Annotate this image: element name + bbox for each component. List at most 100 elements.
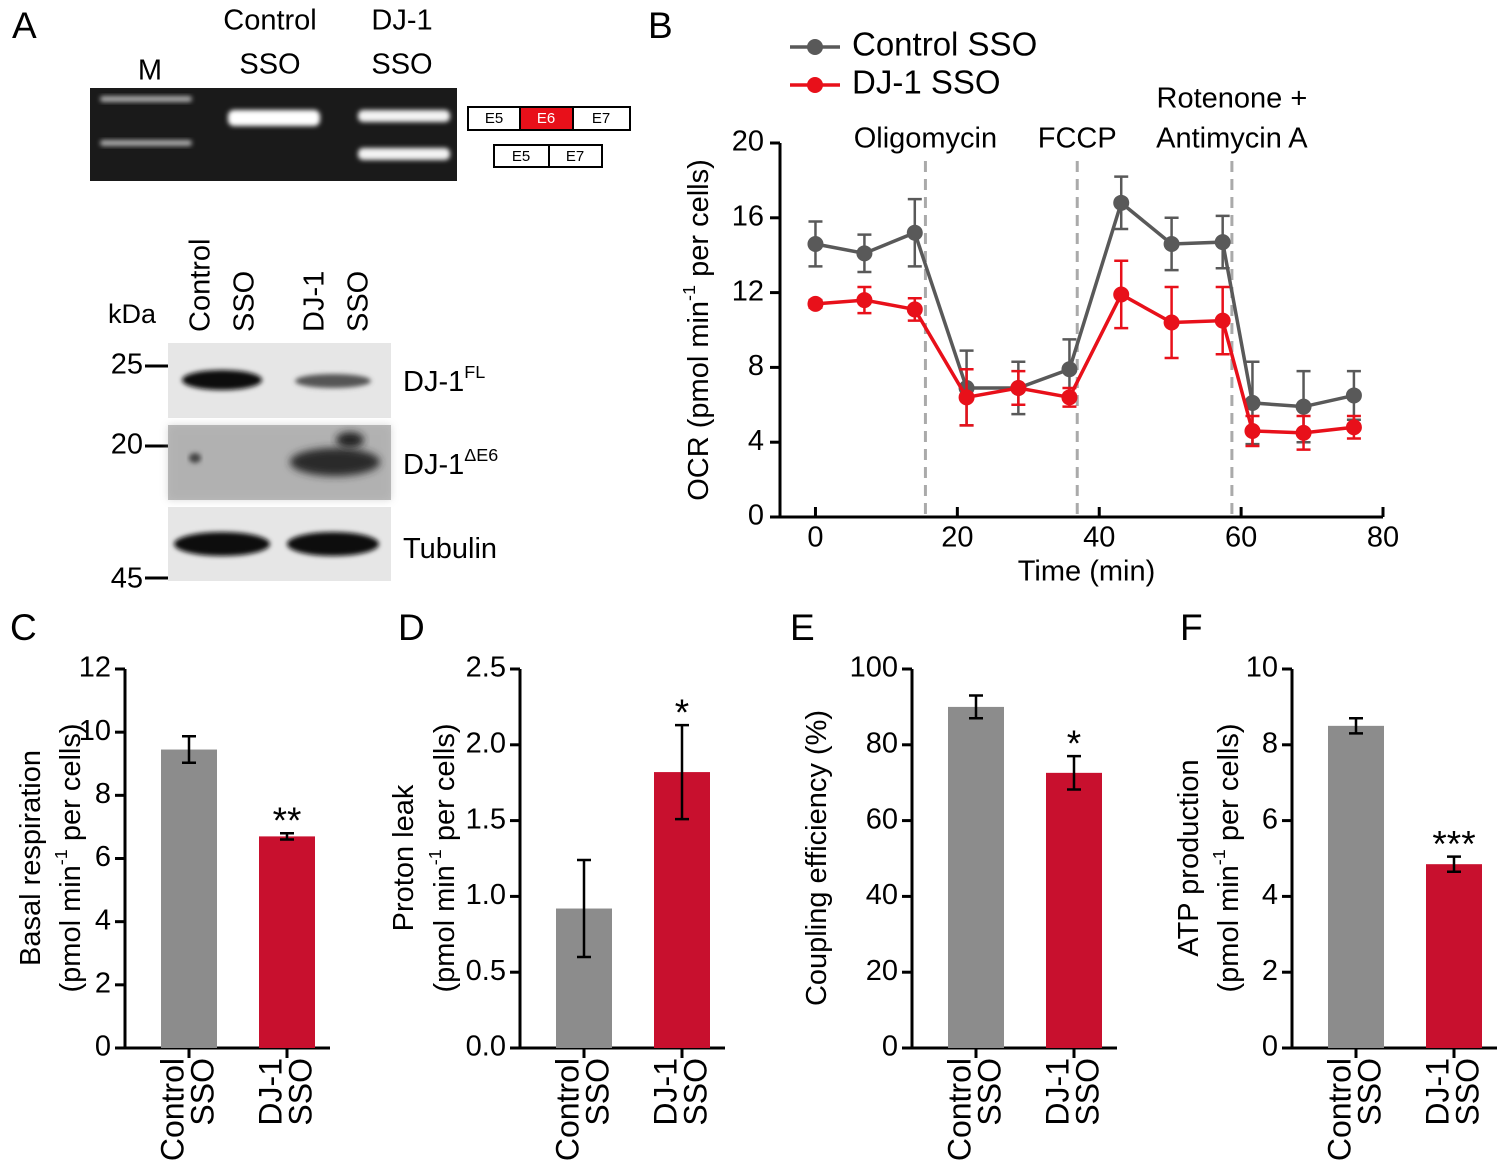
y-tick-label: 16 [732,200,764,232]
marker-label: 45 [111,563,143,595]
y-tick-label: 4 [1262,879,1278,911]
y-axis-label-part: per cells) [683,159,715,285]
bar [161,749,217,1048]
lane-label: Control [223,5,317,37]
data-point [1010,379,1027,396]
panel-letter: B [648,5,673,46]
y-tick-label: 4 [95,904,111,936]
bar [1046,772,1102,1048]
y-tick-label: 0.0 [466,1031,506,1063]
significance: * [675,692,689,733]
exon-diagram [467,106,631,168]
y-axis-label-part: -1 [51,849,71,865]
y-tick-label: 8 [1262,727,1278,759]
marker-ticks [145,364,168,580]
y-tick-label: 20 [732,126,764,158]
legend-marker [807,77,823,93]
data-point [1214,312,1231,329]
y-axis-label: Coupling efficiency (%) [801,710,833,1006]
exon-label: E7 [566,148,584,165]
panel-letter: E [790,607,815,648]
x-axis-label: Time (min) [1018,556,1155,588]
x-tick-label: Control [549,1058,585,1161]
y-tick-label: 10 [1246,652,1278,684]
x-tick-label: 20 [941,522,973,554]
legend-marker [807,39,823,55]
exon-label: E5 [485,110,503,127]
band-label-part: DJ-1 [403,449,464,481]
y-axis-label: ATP production [1173,759,1205,956]
blot-image [168,343,391,581]
data-point [1244,394,1261,411]
data-point [856,292,873,309]
bar [948,706,1004,1048]
x-tick-label: Control [1321,1058,1357,1161]
bar [259,836,315,1048]
x-tick-label: 80 [1367,522,1399,554]
y-tick-label: 8 [748,350,764,382]
y-axis-label-part: -1 [1209,849,1229,865]
x-tick-label: DJ-1 [1039,1058,1075,1126]
y-axis-label: Basal respiration [15,750,47,966]
data-point [1295,398,1312,415]
lane-label: SSO [239,49,300,81]
y-tick-label: 2.5 [466,652,506,684]
y-tick-label: 100 [850,652,898,684]
marker-label: 25 [111,349,143,381]
lane-label: SSO [371,49,432,81]
y-axis-label: OCR (pmol min-1 per cells) [679,159,715,501]
error-bar [577,858,591,959]
y-tick-label: 8 [95,778,111,810]
y-axis-label-part: (pmol min [1213,865,1245,992]
marker-label: 20 [111,429,143,461]
series-line [815,199,1355,409]
y-tick-label: 0 [95,1031,111,1063]
x-tick-label: 40 [1083,522,1115,554]
band-label-part: FL [464,362,485,382]
error-bar [1447,855,1461,874]
injection-label: Rotenone + [1157,83,1308,115]
y-tick-label: 20 [866,955,898,987]
x-tick-label: SSO [579,1058,615,1126]
exon-label: E7 [592,110,610,127]
y-tick-label: 80 [866,727,898,759]
panel-letter: C [10,607,37,648]
x-tick-label: SSO [677,1058,713,1126]
significance: * [1067,723,1081,764]
blot-lane-label: SSO [343,271,375,332]
injection-label: Antimycin A [1156,123,1308,155]
blot-lane-label: DJ-1 [299,271,331,332]
panel-letter: F [1180,607,1203,648]
x-tick-label: DJ-1 [647,1058,683,1126]
y-axis-label-part: OCR (pmol min [683,301,715,501]
data-point [1113,194,1130,211]
data-point [1163,314,1180,331]
y-axis-label: (pmol min-1 per cells) [1209,724,1245,993]
y-tick-label: 12 [732,275,764,307]
exon-label: E5 [512,148,530,165]
x-tick-label: SSO [1351,1058,1387,1126]
x-tick-label: Control [154,1058,190,1161]
y-tick-label: 0 [1262,1031,1278,1063]
y-axis-label-part: ATP production [1173,759,1205,956]
y-axis-label-part: -1 [425,849,445,865]
y-tick-label: 40 [866,879,898,911]
y-tick-label: 10 [79,715,111,747]
exon-label: E6 [537,110,555,127]
data-point [1061,389,1078,406]
injection-label: FCCP [1038,123,1117,155]
y-axis-label-part: -1 [679,285,699,301]
y-axis-label-part: (pmol min [55,865,87,992]
band-label-part: DJ-1 [403,366,464,398]
error-bar [969,694,983,720]
error-bar [280,831,294,841]
y-axis-label-part: per cells) [429,724,461,850]
data-point [807,295,824,312]
data-point [958,389,975,406]
y-axis-label-part: Basal respiration [15,750,47,966]
band-label: DJ-1FL [403,362,485,398]
y-axis-label: (pmol min-1 per cells) [425,724,461,993]
data-point [906,301,923,318]
significance: *** [1432,823,1475,864]
